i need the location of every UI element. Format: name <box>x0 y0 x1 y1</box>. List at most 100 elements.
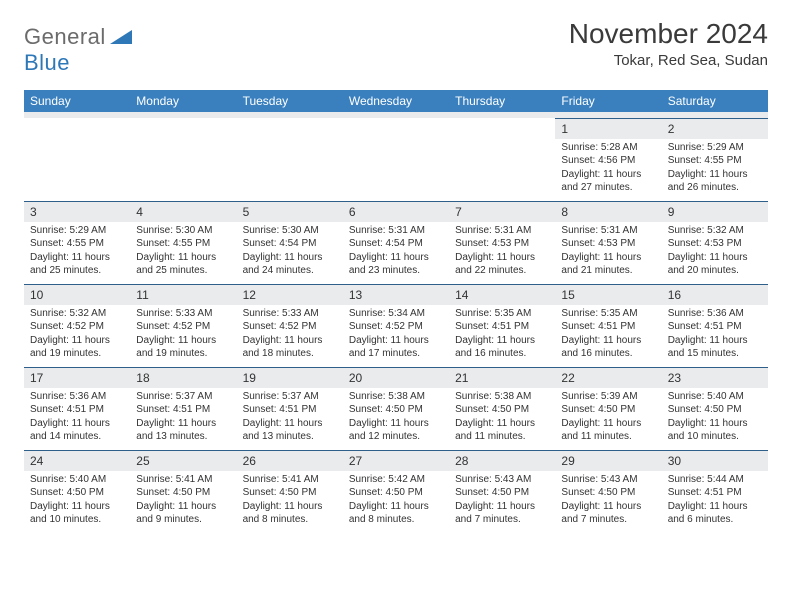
sunrise-text: Sunrise: 5:30 AM <box>136 224 230 238</box>
sunset-text: Sunset: 4:54 PM <box>243 237 337 251</box>
day-cell: Sunrise: 5:29 AMSunset: 4:55 PMDaylight:… <box>662 139 768 202</box>
sunrise-text: Sunrise: 5:41 AM <box>243 473 337 487</box>
daylight-text: Daylight: 11 hours <box>136 251 230 265</box>
daylight-text: Daylight: 11 hours <box>455 251 549 265</box>
daylight-text: Daylight: 11 hours <box>561 417 655 431</box>
sunrise-text: Sunrise: 5:36 AM <box>668 307 762 321</box>
sunrise-text: Sunrise: 5:42 AM <box>349 473 443 487</box>
daynum-cell <box>237 118 343 139</box>
sunrise-text: Sunrise: 5:34 AM <box>349 307 443 321</box>
logo-part2: Blue <box>24 50 70 75</box>
sunrise-text: Sunrise: 5:36 AM <box>30 390 124 404</box>
day-cell: Sunrise: 5:31 AMSunset: 4:53 PMDaylight:… <box>555 222 661 285</box>
sunrise-text: Sunrise: 5:33 AM <box>243 307 337 321</box>
sunrise-text: Sunrise: 5:43 AM <box>561 473 655 487</box>
daylight-text-2: and 8 minutes. <box>349 513 443 527</box>
sunset-text: Sunset: 4:55 PM <box>136 237 230 251</box>
daynum-cell: 9 <box>662 201 768 222</box>
day-cell: Sunrise: 5:41 AMSunset: 4:50 PMDaylight:… <box>130 471 236 533</box>
sunset-text: Sunset: 4:54 PM <box>349 237 443 251</box>
day-cell: Sunrise: 5:33 AMSunset: 4:52 PMDaylight:… <box>130 305 236 368</box>
sunset-text: Sunset: 4:50 PM <box>561 486 655 500</box>
sunset-text: Sunset: 4:53 PM <box>561 237 655 251</box>
dow-row: SundayMondayTuesdayWednesdayThursdayFrid… <box>24 90 768 112</box>
sunset-text: Sunset: 4:50 PM <box>136 486 230 500</box>
daynum-row: 17181920212223 <box>24 367 768 388</box>
sunset-text: Sunset: 4:50 PM <box>30 486 124 500</box>
month-title: November 2024 <box>569 18 768 50</box>
day-cell: Sunrise: 5:30 AMSunset: 4:54 PMDaylight:… <box>237 222 343 285</box>
daynum-cell: 21 <box>449 367 555 388</box>
daylight-text: Daylight: 11 hours <box>243 251 337 265</box>
daylight-text: Daylight: 11 hours <box>349 500 443 514</box>
day-cell: Sunrise: 5:42 AMSunset: 4:50 PMDaylight:… <box>343 471 449 533</box>
daylight-text-2: and 13 minutes. <box>243 430 337 444</box>
sunrise-text: Sunrise: 5:43 AM <box>455 473 549 487</box>
sunset-text: Sunset: 4:53 PM <box>455 237 549 251</box>
daynum-cell: 30 <box>662 450 768 471</box>
sunrise-text: Sunrise: 5:38 AM <box>455 390 549 404</box>
day-cell <box>449 139 555 202</box>
sunset-text: Sunset: 4:50 PM <box>243 486 337 500</box>
sunrise-text: Sunrise: 5:33 AM <box>136 307 230 321</box>
day-cell <box>237 139 343 202</box>
day-cell: Sunrise: 5:31 AMSunset: 4:53 PMDaylight:… <box>449 222 555 285</box>
day-cell: Sunrise: 5:36 AMSunset: 4:51 PMDaylight:… <box>662 305 768 368</box>
day-cell: Sunrise: 5:34 AMSunset: 4:52 PMDaylight:… <box>343 305 449 368</box>
daynum-cell: 22 <box>555 367 661 388</box>
day-cell: Sunrise: 5:40 AMSunset: 4:50 PMDaylight:… <box>662 388 768 451</box>
daynum-cell: 8 <box>555 201 661 222</box>
daynum-cell: 29 <box>555 450 661 471</box>
daylight-text: Daylight: 11 hours <box>30 417 124 431</box>
daylight-text-2: and 23 minutes. <box>349 264 443 278</box>
logo-triangle-icon <box>110 30 132 44</box>
daylight-text-2: and 24 minutes. <box>243 264 337 278</box>
day-cell <box>343 139 449 202</box>
sunset-text: Sunset: 4:51 PM <box>30 403 124 417</box>
daylight-text: Daylight: 11 hours <box>668 251 762 265</box>
daylight-text-2: and 22 minutes. <box>455 264 549 278</box>
daylight-text: Daylight: 11 hours <box>243 334 337 348</box>
daylight-text: Daylight: 11 hours <box>561 334 655 348</box>
day-cell: Sunrise: 5:36 AMSunset: 4:51 PMDaylight:… <box>24 388 130 451</box>
logo: General Blue <box>24 24 132 76</box>
sunset-text: Sunset: 4:50 PM <box>349 403 443 417</box>
daylight-text-2: and 6 minutes. <box>668 513 762 527</box>
daynum-cell: 1 <box>555 118 661 139</box>
daynum-row: 12 <box>24 118 768 139</box>
daylight-text-2: and 15 minutes. <box>668 347 762 361</box>
sunset-text: Sunset: 4:52 PM <box>136 320 230 334</box>
daylight-text: Daylight: 11 hours <box>243 417 337 431</box>
sunrise-text: Sunrise: 5:35 AM <box>455 307 549 321</box>
day-cell: Sunrise: 5:32 AMSunset: 4:53 PMDaylight:… <box>662 222 768 285</box>
daylight-text: Daylight: 11 hours <box>455 500 549 514</box>
daynum-cell: 17 <box>24 367 130 388</box>
sunrise-text: Sunrise: 5:37 AM <box>136 390 230 404</box>
sunset-text: Sunset: 4:51 PM <box>455 320 549 334</box>
content-row: Sunrise: 5:36 AMSunset: 4:51 PMDaylight:… <box>24 388 768 451</box>
calendar-table: SundayMondayTuesdayWednesdayThursdayFrid… <box>24 90 768 533</box>
daynum-cell: 7 <box>449 201 555 222</box>
daylight-text-2: and 9 minutes. <box>136 513 230 527</box>
daylight-text: Daylight: 11 hours <box>561 168 655 182</box>
daynum-cell: 12 <box>237 284 343 305</box>
sunrise-text: Sunrise: 5:40 AM <box>30 473 124 487</box>
day-cell: Sunrise: 5:40 AMSunset: 4:50 PMDaylight:… <box>24 471 130 533</box>
daylight-text-2: and 7 minutes. <box>455 513 549 527</box>
sunrise-text: Sunrise: 5:39 AM <box>561 390 655 404</box>
sunset-text: Sunset: 4:52 PM <box>30 320 124 334</box>
daylight-text-2: and 14 minutes. <box>30 430 124 444</box>
day-cell: Sunrise: 5:31 AMSunset: 4:54 PMDaylight:… <box>343 222 449 285</box>
content-row: Sunrise: 5:32 AMSunset: 4:52 PMDaylight:… <box>24 305 768 368</box>
daynum-row: 10111213141516 <box>24 284 768 305</box>
sunrise-text: Sunrise: 5:31 AM <box>349 224 443 238</box>
sunset-text: Sunset: 4:50 PM <box>668 403 762 417</box>
daylight-text-2: and 19 minutes. <box>136 347 230 361</box>
daylight-text: Daylight: 11 hours <box>136 334 230 348</box>
sunrise-text: Sunrise: 5:37 AM <box>243 390 337 404</box>
sunset-text: Sunset: 4:52 PM <box>243 320 337 334</box>
daylight-text: Daylight: 11 hours <box>668 334 762 348</box>
daylight-text-2: and 11 minutes. <box>561 430 655 444</box>
day-cell: Sunrise: 5:41 AMSunset: 4:50 PMDaylight:… <box>237 471 343 533</box>
daylight-text: Daylight: 11 hours <box>561 500 655 514</box>
